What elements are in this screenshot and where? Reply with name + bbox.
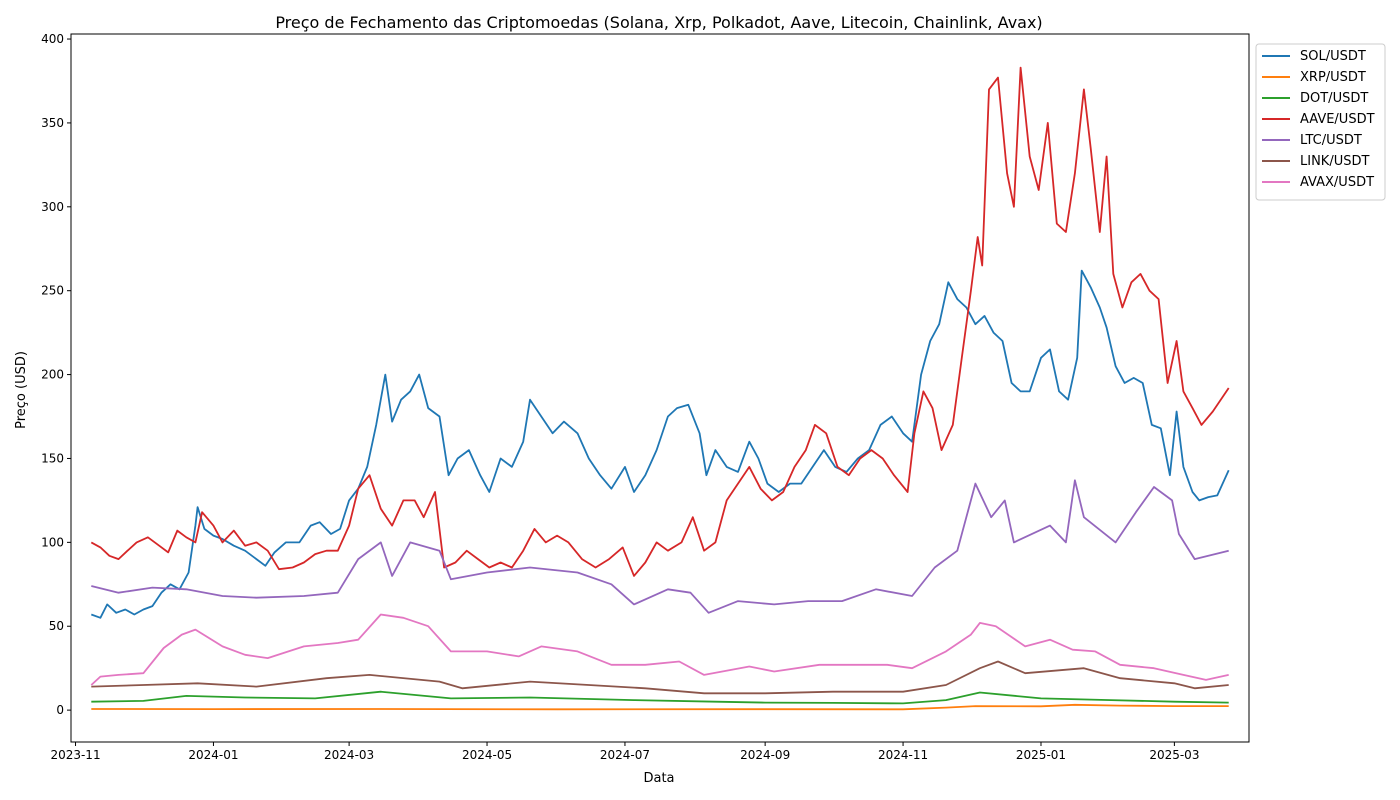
x-tick-label: 2024-01: [188, 748, 238, 762]
y-axis-ticks: 0 50 100 150 200 250 300 350 400: [41, 32, 71, 717]
y-axis-label: Preço (USD): [14, 351, 29, 429]
x-tick-label: 2025-01: [1016, 748, 1066, 762]
y-tick-label: 50: [49, 619, 64, 633]
x-tick-label: 2024-03: [324, 748, 374, 762]
series-line-ltc-usdt: [91, 479, 1229, 614]
x-tick-label: 2025-03: [1149, 748, 1199, 762]
y-tick-label: 250: [41, 284, 64, 298]
series-line-aave-usdt: [90, 66, 1230, 577]
x-tick-label: 2024-07: [600, 748, 650, 762]
chart-title: Preço de Fechamento das Criptomoedas (So…: [275, 13, 1042, 32]
series-line-xrp-usdt: [91, 703, 1229, 711]
legend-label: LINK/USDT: [1300, 154, 1369, 169]
x-tick-label: 2024-05: [462, 748, 512, 762]
series-line-sol-usdt: [90, 269, 1230, 619]
series-line-avax-usdt: [90, 613, 1229, 686]
plot-area: [70, 33, 1250, 743]
legend-label: DOT/USDT: [1300, 91, 1368, 106]
y-tick-label: 0: [56, 703, 64, 717]
legend-label: LTC/USDT: [1300, 133, 1362, 148]
legend-label: XRP/USDT: [1300, 70, 1366, 85]
series-lines: [90, 66, 1230, 711]
legend: SOL/USDT XRP/USDT DOT/USDT AAVE/USDT LTC/USD…: [1255, 43, 1386, 201]
y-tick-label: 350: [41, 116, 64, 130]
legend-label: SOL/USDT: [1300, 49, 1366, 64]
y-tick-label: 300: [41, 200, 64, 214]
series-line-link-usdt: [91, 660, 1229, 695]
x-axis-label: Data: [643, 771, 674, 786]
x-tick-label: 2024-11: [878, 748, 928, 762]
x-axis-ticks: 2023-11 2024-01 2024-03 2024-05 2024-07 2024-…: [50, 742, 1199, 762]
y-tick-label: 100: [41, 535, 64, 549]
legend-label: AAVE/USDT: [1300, 112, 1375, 127]
series-line-dot-usdt: [91, 690, 1229, 705]
y-tick-label: 200: [41, 368, 64, 382]
x-tick-label: 2023-11: [50, 748, 100, 762]
y-tick-label: 150: [41, 451, 64, 465]
x-tick-label: 2024-09: [740, 748, 790, 762]
y-tick-label: 400: [41, 32, 64, 46]
legend-label: AVAX/USDT: [1300, 175, 1374, 190]
